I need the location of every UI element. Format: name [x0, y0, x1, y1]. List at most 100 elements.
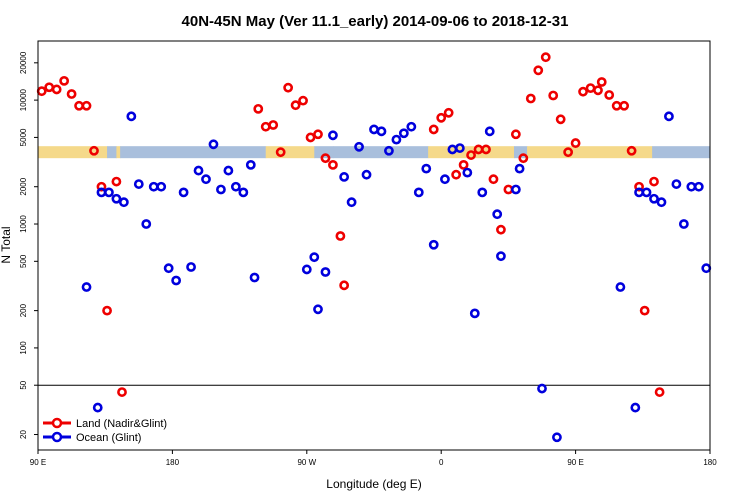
land-point	[518, 153, 529, 164]
ocean-point	[354, 141, 364, 152]
land-point	[503, 184, 514, 195]
ocean-point	[309, 252, 320, 263]
ocean-point	[391, 134, 402, 145]
land-point	[488, 174, 499, 185]
x-tick-label: 90 W	[297, 458, 316, 467]
land-point	[111, 176, 122, 187]
land-point	[604, 90, 615, 100]
land-point	[102, 305, 112, 316]
land-point	[59, 75, 70, 86]
land-point	[320, 153, 331, 164]
ocean-point	[510, 184, 521, 195]
ocean-point	[133, 179, 144, 189]
land-point	[593, 85, 603, 96]
ocean-point	[384, 145, 394, 156]
land-point	[563, 147, 574, 158]
ocean-point	[496, 251, 506, 262]
y-tick-label: 200	[19, 303, 28, 317]
land-point	[496, 224, 506, 235]
ocean-point	[223, 165, 234, 176]
land-ocean-mask	[38, 146, 711, 159]
ocean-point	[111, 193, 122, 204]
land-point	[253, 103, 264, 114]
land-point	[335, 231, 346, 241]
land-point	[555, 114, 566, 125]
land-point	[428, 124, 439, 135]
land-point	[533, 65, 544, 76]
ocean-point	[421, 163, 432, 174]
ocean-point	[178, 187, 189, 198]
ocean-point	[92, 402, 103, 413]
y-tick-label: 100	[19, 341, 28, 355]
land-point	[634, 181, 644, 192]
chart-title: 40N-45N May (Ver 11.1_early) 2014-09-06 …	[182, 13, 569, 30]
land-point	[66, 89, 77, 99]
land-point	[548, 90, 559, 101]
ocean-point	[230, 181, 241, 192]
y-tick-label: 50	[19, 380, 28, 389]
mask-segment-ocean	[652, 146, 711, 159]
ocean-point	[664, 111, 674, 122]
x-axis: 90 E 180 90 W 0 90 E 180	[30, 450, 717, 467]
ocean-point	[440, 174, 450, 185]
ocean-point	[301, 264, 312, 275]
land-point	[626, 145, 637, 156]
ocean-point	[413, 187, 424, 198]
x-tick-label: 180	[166, 458, 180, 467]
legend: Land (Nadir&Glint) Ocean (Glint)	[43, 417, 167, 444]
y-tick-label: 20000	[19, 51, 28, 74]
land-point	[313, 129, 323, 140]
land-point	[260, 121, 271, 132]
ocean-point	[249, 272, 260, 283]
land-point	[639, 305, 650, 316]
land-point	[451, 169, 462, 180]
land-point	[81, 100, 92, 111]
land-point	[654, 387, 665, 397]
ocean-point	[428, 239, 439, 250]
ocean-point	[126, 111, 137, 122]
ocean-point	[163, 263, 174, 274]
ocean-point	[193, 165, 204, 176]
ocean-point	[376, 126, 387, 137]
land-point	[436, 112, 447, 123]
ocean-point	[630, 402, 641, 413]
x-tick-label: 90 E	[30, 458, 46, 467]
land-point	[596, 77, 607, 87]
land-point	[328, 160, 338, 170]
ocean-point	[141, 219, 152, 229]
mask-segment-land	[116, 146, 121, 159]
ocean-point	[361, 169, 372, 180]
ocean-point	[398, 128, 409, 139]
ocean-point	[320, 267, 331, 277]
y-tick-label: 1000	[19, 215, 28, 233]
land-point	[510, 129, 521, 140]
ocean-point	[678, 219, 689, 229]
plot-frame	[37, 40, 711, 451]
ocean-point	[634, 187, 644, 198]
y-axis-label: N Total	[0, 226, 13, 263]
mask-segment-ocean	[332, 146, 429, 159]
land-point	[283, 82, 294, 93]
ocean-point	[462, 167, 473, 178]
ocean-point	[186, 262, 196, 272]
land-point	[275, 147, 286, 158]
ocean-point	[156, 181, 167, 192]
data-points	[36, 52, 712, 443]
ocean-point	[201, 174, 211, 185]
ocean-point	[118, 197, 129, 208]
land-point	[619, 100, 630, 111]
land-point	[51, 84, 62, 95]
y-tick-label: 20	[19, 430, 28, 439]
ocean-point	[104, 187, 114, 198]
ocean-point	[339, 172, 350, 182]
land-point	[525, 93, 536, 104]
mask-segment-ocean	[107, 146, 117, 159]
land-point	[611, 100, 622, 111]
land-point	[74, 100, 84, 111]
ocean-point	[238, 187, 249, 198]
land-point	[96, 181, 107, 192]
ocean-point	[656, 197, 667, 208]
mask-segment-land	[265, 146, 315, 159]
x-axis-label: Longitude (deg E)	[326, 477, 421, 491]
